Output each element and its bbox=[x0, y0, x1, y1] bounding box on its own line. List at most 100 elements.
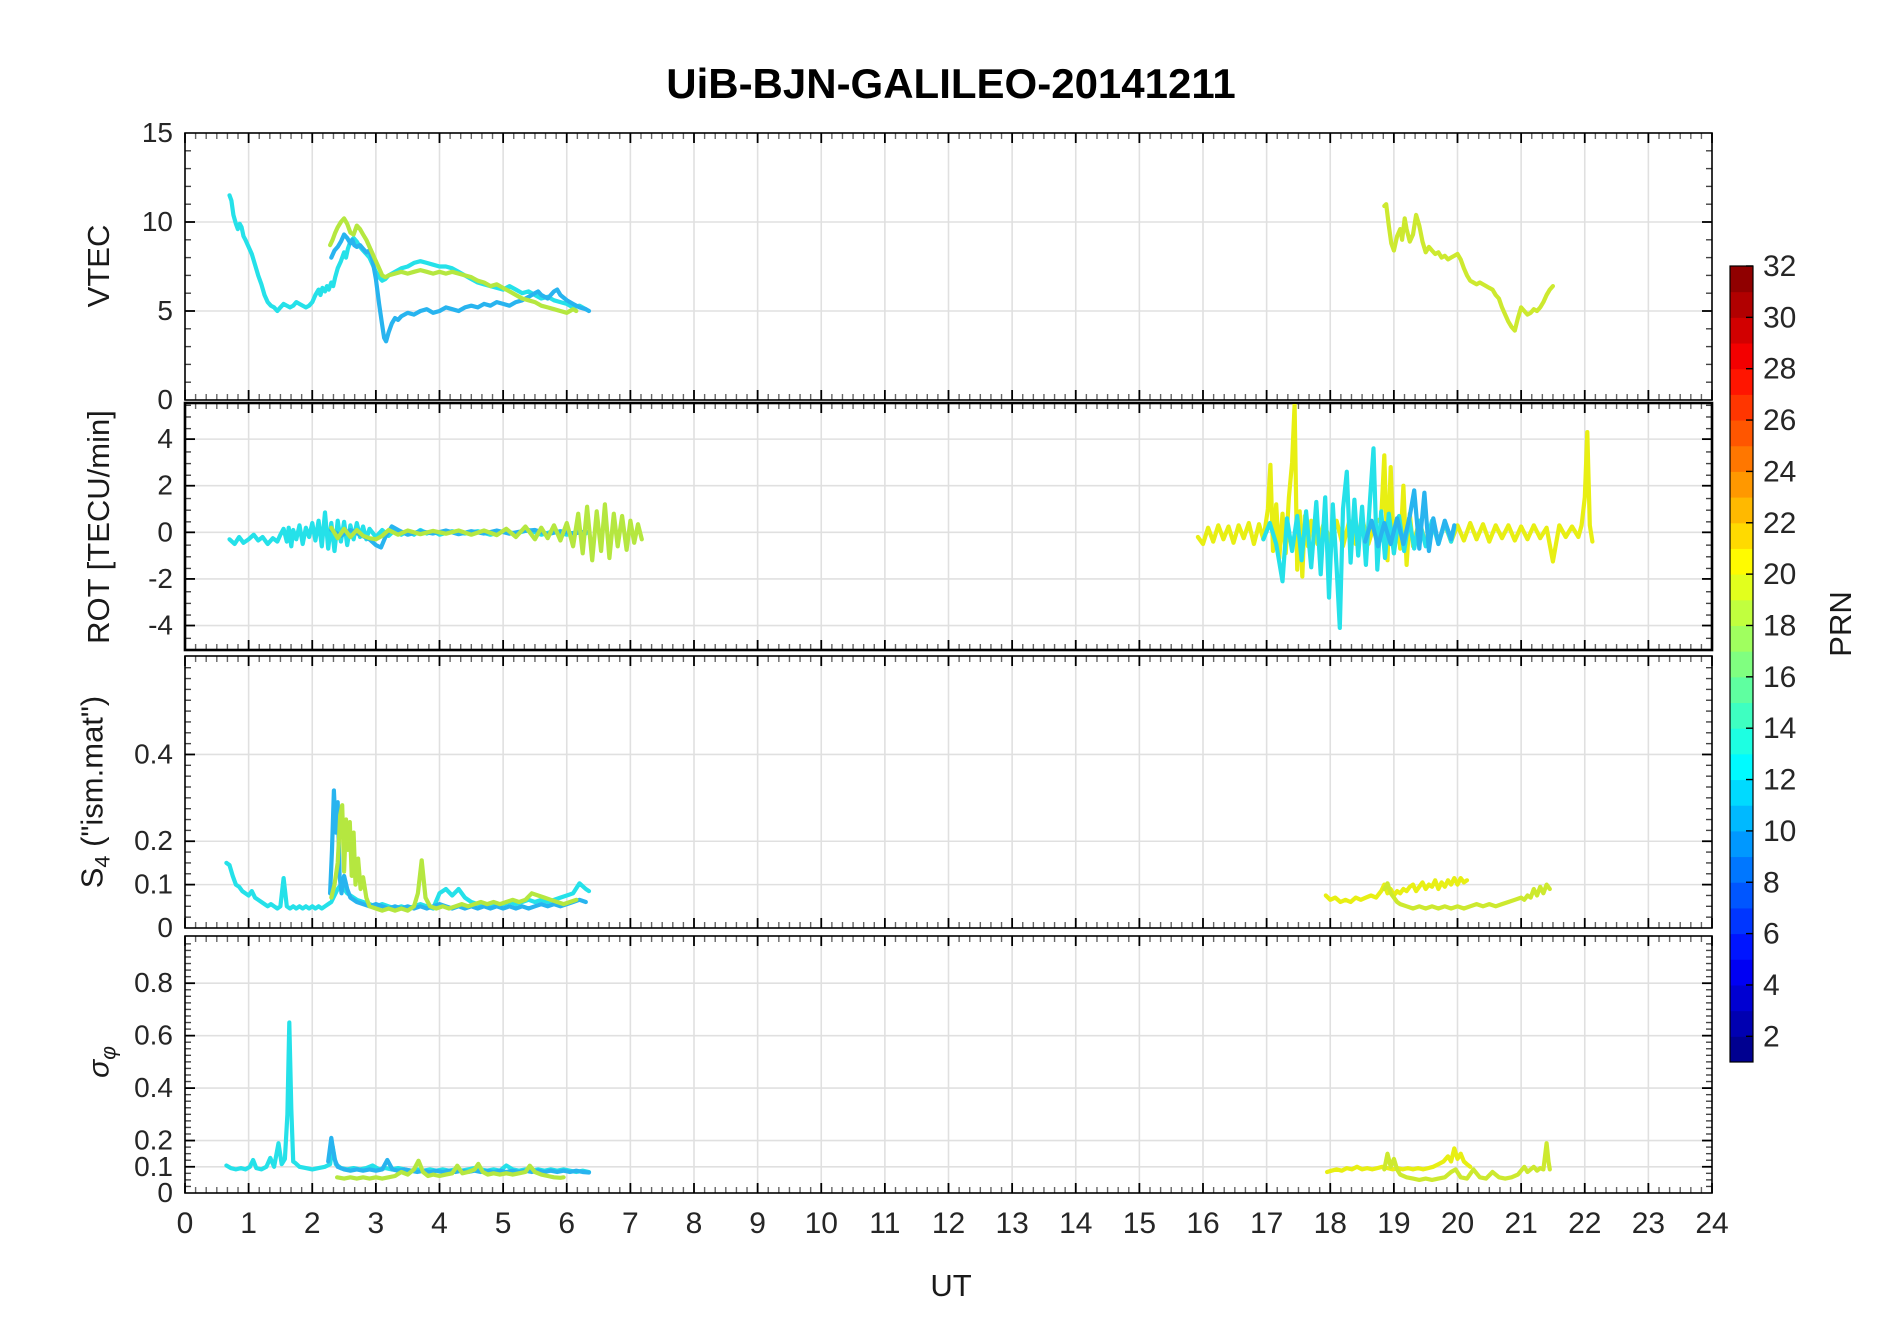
colorbar-cell bbox=[1730, 548, 1753, 575]
series-sig-PRN-19 bbox=[1382, 1141, 1552, 1183]
colorbar-tick-label: 18 bbox=[1763, 609, 1796, 642]
colorbar-tick-label: 14 bbox=[1763, 712, 1796, 745]
xtick-label: 14 bbox=[1059, 1207, 1092, 1240]
series-group-vtec bbox=[227, 193, 1556, 344]
colorbar-tick-label: 22 bbox=[1763, 507, 1796, 540]
series-group-s4 bbox=[224, 788, 1552, 913]
xtick-label: 18 bbox=[1314, 1207, 1347, 1240]
colorbar-cell bbox=[1730, 805, 1753, 832]
xtick-label: 0 bbox=[177, 1207, 194, 1240]
colorbar-label: PRN bbox=[1823, 591, 1858, 657]
series-rot-PRN-20 bbox=[1195, 404, 1595, 579]
ytick-label-rot: 2 bbox=[157, 470, 173, 501]
colorbar-tick-label: 16 bbox=[1763, 661, 1796, 694]
ytick-label-rot: 4 bbox=[157, 423, 173, 454]
series-s4-PRN-20 bbox=[1323, 875, 1470, 905]
colorbar-cell bbox=[1730, 907, 1753, 935]
xtick-label: 6 bbox=[558, 1207, 575, 1240]
series-s4-PRN-11 bbox=[328, 788, 588, 911]
ytick-label-rot: 0 bbox=[157, 516, 173, 547]
colorbar-tick-label: 20 bbox=[1763, 558, 1796, 591]
colorbar-tick-label: 4 bbox=[1763, 969, 1780, 1002]
xtick-label: 7 bbox=[622, 1207, 639, 1240]
colorbar-tick-label: 8 bbox=[1763, 866, 1780, 899]
series-group-sig bbox=[224, 1020, 1552, 1183]
xtick-label: 12 bbox=[932, 1207, 965, 1240]
panel-border bbox=[184, 655, 1713, 929]
xtick-label: 3 bbox=[368, 1207, 385, 1240]
series-rot-PRN-11b bbox=[1363, 488, 1457, 554]
ytick-label-vtec: 0 bbox=[157, 384, 173, 415]
ytick-label-vtec: 15 bbox=[142, 117, 173, 148]
ytick-label-s4: 0.4 bbox=[134, 738, 173, 769]
xtick-label: 10 bbox=[805, 1207, 838, 1240]
colorbar-cell bbox=[1730, 753, 1753, 781]
sigma-symbol: σ bbox=[82, 1059, 116, 1078]
colorbar-tick-label: 10 bbox=[1763, 815, 1796, 848]
xtick-label: 4 bbox=[431, 1207, 448, 1240]
panel-sig bbox=[184, 935, 1713, 1194]
series-rot-PRN-13b bbox=[1261, 446, 1457, 631]
ytick-label-sig: 0.4 bbox=[134, 1072, 173, 1103]
x-axis-label: UT bbox=[930, 1268, 972, 1303]
colorbar-cell bbox=[1730, 882, 1753, 909]
colorbar-cell bbox=[1730, 959, 1753, 986]
colorbar-cell bbox=[1730, 728, 1753, 755]
ytick-label-s4: 0.2 bbox=[134, 825, 173, 856]
colorbar-tick-label: 28 bbox=[1763, 353, 1796, 386]
ytick-label-sig: 0.2 bbox=[134, 1125, 173, 1156]
xtick-label: 1 bbox=[240, 1207, 257, 1240]
series-rot-PRN-18 bbox=[329, 502, 644, 563]
panel-vtec bbox=[184, 132, 1713, 401]
colorbar-cell bbox=[1730, 856, 1753, 883]
colorbar-cell bbox=[1730, 1010, 1753, 1037]
colorbar-cell bbox=[1730, 984, 1753, 1012]
colorbar-tick-label: 6 bbox=[1763, 918, 1780, 951]
colorbar-cell bbox=[1730, 779, 1753, 806]
colorbar-cell bbox=[1730, 343, 1753, 370]
colorbar-cell bbox=[1730, 445, 1753, 472]
xtick-label: 13 bbox=[995, 1207, 1028, 1240]
panel-rot bbox=[183, 401, 1714, 652]
ytick-label-sig: 0.1 bbox=[134, 1151, 173, 1182]
xtick-label: 2 bbox=[304, 1207, 321, 1240]
xtick-label: 21 bbox=[1504, 1207, 1537, 1240]
xtick-label: 9 bbox=[749, 1207, 766, 1240]
panel-border bbox=[184, 132, 1713, 401]
xtick-label: 16 bbox=[1186, 1207, 1219, 1240]
xtick-label: 19 bbox=[1377, 1207, 1410, 1240]
series-vtec-PRN-19 bbox=[1382, 202, 1556, 333]
colorbar-cell bbox=[1730, 317, 1753, 344]
s4-symbol: S bbox=[74, 867, 110, 889]
series-s4-PRN-18 bbox=[329, 803, 579, 913]
colorbar-cell bbox=[1730, 291, 1753, 318]
colorbar-cell bbox=[1730, 266, 1753, 293]
ytick-label-s4: 0 bbox=[157, 912, 173, 943]
colorbar-cell bbox=[1730, 522, 1753, 549]
colorbar-cell bbox=[1730, 471, 1753, 498]
xtick-label: 23 bbox=[1632, 1207, 1665, 1240]
ytick-label-sig: 0.6 bbox=[134, 1020, 173, 1051]
panel-s4 bbox=[184, 655, 1713, 929]
colorbar-cell bbox=[1730, 651, 1753, 678]
colorbar-cell bbox=[1730, 368, 1753, 395]
xtick-label: 11 bbox=[869, 1207, 900, 1240]
xtick-label: 15 bbox=[1123, 1207, 1156, 1240]
colorbar-tick-label: 24 bbox=[1763, 455, 1796, 488]
y-axis-label-s4: S4 ("ism.mat") bbox=[74, 696, 115, 889]
series-sig-PRN-18 bbox=[335, 1158, 566, 1181]
s4-subscript: 4 bbox=[89, 855, 115, 868]
phi-subscript: φ bbox=[97, 1046, 121, 1060]
colorbar-cell bbox=[1730, 625, 1753, 652]
ytick-label-sig: 0 bbox=[157, 1177, 173, 1208]
colorbar-cell bbox=[1730, 394, 1753, 421]
xtick-label: 8 bbox=[686, 1207, 703, 1240]
colorbar-tick-label: 2 bbox=[1763, 1020, 1780, 1053]
colorbar-cell bbox=[1730, 420, 1753, 447]
series-s4-PRN-19 bbox=[1382, 881, 1552, 911]
y-axis-label-rot: ROT [TECU/min] bbox=[81, 410, 116, 644]
ytick-label-vtec: 10 bbox=[142, 206, 173, 237]
colorbar bbox=[1729, 265, 1754, 1063]
